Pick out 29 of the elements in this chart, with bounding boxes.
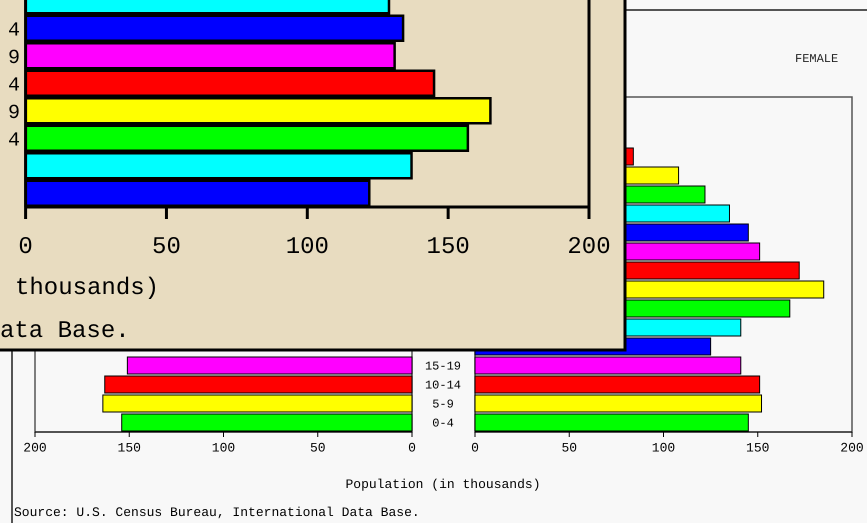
y-tick-label: 0-4 xyxy=(432,416,454,431)
x-tick-label: 50 xyxy=(310,440,326,456)
x-tick-label: 150 xyxy=(746,440,770,456)
x-tick-label: 50 xyxy=(152,234,181,262)
x-tick-label: 200 xyxy=(23,440,47,456)
x-tick-label: 0 xyxy=(471,440,479,456)
y-tick-label: 9 xyxy=(8,102,20,125)
chart-title: FEMALE xyxy=(795,52,838,66)
y-tick-label: 4 xyxy=(8,19,20,42)
source-note: Source: U.S. Census Bureau, International Data Base. xyxy=(14,505,420,520)
x-tick-label: 100 xyxy=(212,440,236,456)
x-axis-title: Population (in thousands) xyxy=(345,477,541,492)
x-tick-label: 0 xyxy=(18,234,33,262)
x-axis-title: thousands) xyxy=(15,275,160,302)
y-tick-label: 15-19 xyxy=(424,360,462,374)
x-tick-label: 200 xyxy=(567,234,611,262)
x-tick-label: 50 xyxy=(561,440,578,456)
x-tick-label: 0 xyxy=(408,440,416,456)
x-tick-label: 100 xyxy=(286,234,329,262)
x-tick-label: 200 xyxy=(840,440,864,456)
y-tick-label: 10-14 xyxy=(424,378,462,393)
y-tick-label: 5-9 xyxy=(432,398,454,412)
y-tick-label: 9 xyxy=(8,46,20,70)
x-tick-label: 100 xyxy=(652,440,676,456)
y-tick-label: 4 xyxy=(8,74,20,98)
x-tick-label: 150 xyxy=(118,440,141,456)
y-tick-label: 4 xyxy=(8,129,20,152)
x-tick-label: 150 xyxy=(426,234,470,262)
annotation: ata Base. xyxy=(0,318,130,345)
